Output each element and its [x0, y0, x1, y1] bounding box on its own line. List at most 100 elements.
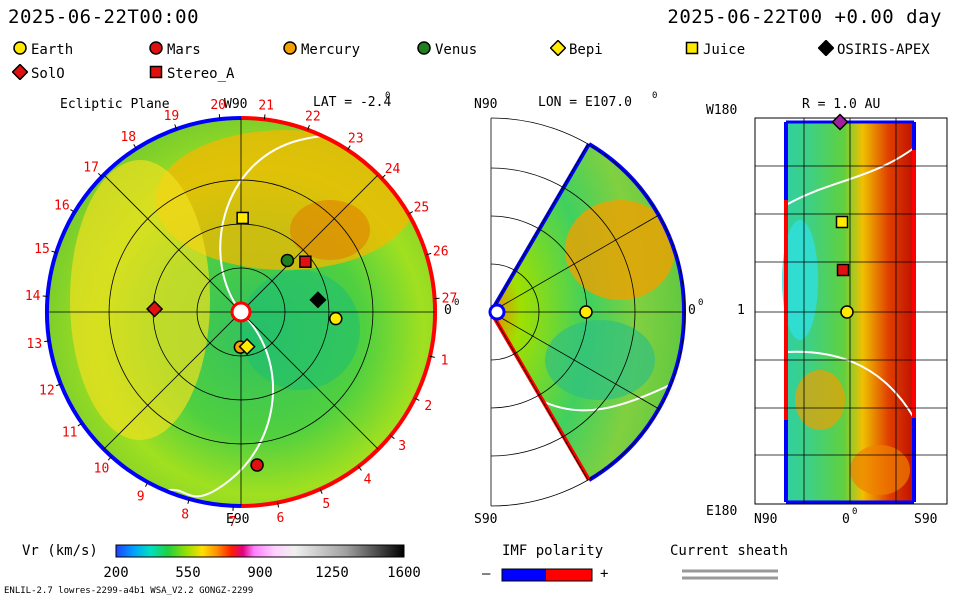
- colorbar-tick-label: 1250: [315, 565, 349, 581]
- diamond-marker-icon: [817, 39, 835, 57]
- legend-label: Stereo_A: [167, 66, 235, 82]
- imf-minus: –: [482, 566, 491, 582]
- meridional-grid-line: [490, 214, 660, 313]
- carrington-tick-mark: [390, 435, 395, 440]
- ecliptic-top-label: W90: [224, 97, 248, 112]
- meridional-grid: [490, 117, 686, 507]
- carrington-tick-mark: [44, 340, 50, 343]
- carrington-tick-label: 15: [34, 242, 50, 257]
- carrington-tick-mark: [55, 383, 62, 387]
- carrington-tick-mark: [319, 488, 323, 494]
- carrington-tick-mark: [358, 466, 362, 471]
- colorbar-tick-label: 900: [247, 565, 272, 581]
- latlon-x-tick-n90: N90: [754, 512, 778, 527]
- carrington-tick-mark: [187, 498, 190, 504]
- datetime-left: 2025-06-22T00:00: [8, 6, 200, 28]
- meridional-earth-marker: [579, 305, 593, 319]
- imf-plus: +: [600, 566, 609, 582]
- carrington-tick-label: 26: [433, 244, 449, 259]
- carrington-tick-label: 18: [120, 130, 136, 145]
- carrington-tick-label: 19: [164, 109, 180, 124]
- body-mars: [250, 458, 264, 472]
- circle-marker-icon: [13, 41, 27, 55]
- legend-marker: [817, 39, 835, 57]
- latlon-degree-sign: 0: [852, 507, 858, 517]
- meridional-grid-line: [490, 143, 589, 313]
- latlon-panel: [754, 113, 948, 505]
- carrington-tick-label: 22: [305, 110, 321, 125]
- carrington-tick-mark: [414, 397, 420, 401]
- diamond-marker-icon: [549, 39, 567, 57]
- legend-item-bepi: Bepi: [549, 39, 603, 58]
- circle-marker-icon: [417, 41, 431, 55]
- meridional-top-label: N90: [474, 97, 498, 112]
- body-stereo-a: [299, 255, 312, 268]
- latlon-stereo-a: [836, 263, 850, 277]
- carrington-tick-mark: [145, 481, 149, 487]
- legend-item-solo: SolO: [11, 63, 65, 82]
- carrington-tick-label: 12: [39, 383, 55, 398]
- carrington-tick-label: 27: [442, 292, 458, 307]
- colorbar-tick-label: 550: [175, 565, 200, 581]
- meridional-bottom-label: S90: [474, 512, 498, 527]
- sun-inner-boundary: [230, 301, 252, 323]
- legend-item-juice: Juice: [684, 40, 745, 58]
- legend-marker: [149, 65, 163, 79]
- ecliptic-degree-sign: 0: [454, 298, 460, 308]
- body-bepi: [238, 338, 256, 356]
- legend-label: Mercury: [301, 42, 361, 58]
- legend-item-stereo-a: Stereo_A: [148, 64, 234, 82]
- carrington-tick-label: 1: [441, 354, 449, 369]
- latlon-x-tick-s90: S90: [914, 512, 938, 527]
- body-solo: [146, 300, 164, 318]
- carrington-tick-mark: [429, 355, 435, 358]
- carrington-tick-label: 25: [414, 200, 430, 215]
- ecliptic-right-label: 0: [444, 303, 452, 318]
- carrington-tick-mark: [307, 124, 310, 130]
- legend-item-mars: Mars: [148, 40, 201, 58]
- latlon-x-tick-0: 0: [842, 512, 850, 527]
- legend-label: Bepi: [569, 42, 603, 58]
- legend-label: OSIRIS-APEX: [837, 42, 930, 58]
- carrington-tick-label: 6: [277, 511, 285, 526]
- latlon-y-tick: 1: [737, 303, 745, 318]
- legend-marker: [149, 41, 163, 55]
- square-marker-icon: [685, 41, 699, 55]
- legend-marker: [685, 41, 699, 55]
- carrington-tick-label: 14: [25, 289, 41, 304]
- carrington-tick-mark: [107, 456, 112, 461]
- latlon-top-label: W180: [706, 103, 738, 118]
- carrington-tick-mark: [408, 211, 414, 215]
- imf-positive-swatch: [546, 569, 592, 581]
- lon-degree-sign: 0: [652, 91, 658, 101]
- latlon-marker-top: [831, 113, 849, 131]
- colorbar-tick-label: 200: [103, 565, 128, 581]
- carrington-tick-mark: [277, 502, 280, 508]
- carrington-tick-mark: [426, 252, 432, 256]
- carrington-tick-mark: [51, 250, 57, 254]
- legend-marker: [283, 41, 297, 55]
- legend-marker: [549, 39, 567, 57]
- carrington-tick-label: 13: [27, 337, 43, 352]
- legend-marker: [417, 41, 431, 55]
- legend-label: Juice: [703, 42, 746, 58]
- carrington-tick-mark: [218, 114, 221, 120]
- meridional-title: LON = E107.0: [538, 95, 632, 110]
- ecliptic-lat-label: LAT = -2.4: [313, 95, 392, 110]
- colorbar-label: Vr (km/s): [22, 543, 98, 559]
- carrington-tick-mark: [70, 209, 75, 213]
- diamond-marker-icon: [11, 63, 29, 81]
- carrington-tick-mark: [174, 124, 177, 130]
- carrington-tick-label: 20: [210, 98, 226, 113]
- carrington-tick-label: 17: [83, 160, 99, 175]
- carrington-tick-label: 9: [137, 489, 145, 504]
- latlon-title: R = 1.0 AU: [802, 97, 881, 112]
- datetime-right: 2025-06-22T00 +0.00 day: [667, 6, 942, 28]
- latlon-bodies: [831, 113, 854, 319]
- carrington-tick-label: 21: [258, 99, 274, 114]
- circle-marker-icon: [149, 41, 163, 55]
- meridional-grid-line: [490, 311, 660, 410]
- carrington-tick-label: 8: [181, 507, 189, 522]
- latlon-juice: [835, 215, 849, 229]
